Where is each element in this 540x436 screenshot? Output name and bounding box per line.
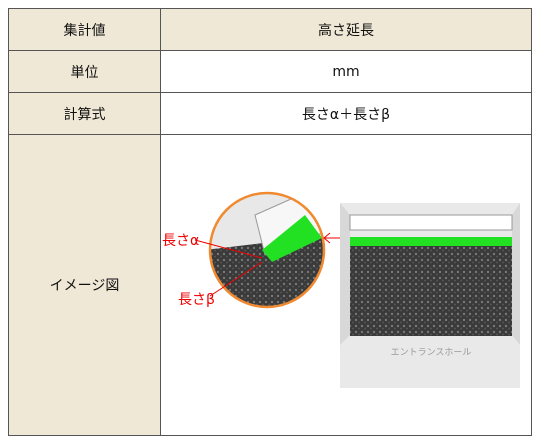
pointer <box>209 261 263 297</box>
illustration: 長さα 長さβ エントランスホール <box>162 191 520 388</box>
room: エントランスホール <box>340 203 520 388</box>
page: 集計値 高さ延長 単位 mm 計算式 長さα＋長さβ イメージ図 長さα 長さβ… <box>8 8 532 436</box>
zoom-view <box>211 194 323 306</box>
header-row: 集計値 高さ延長 <box>8 8 532 51</box>
pointer <box>194 239 263 259</box>
row: 計算式 長さα＋長さβ <box>8 92 532 135</box>
label: 長さβ <box>178 292 215 308</box>
sign: エントランスホール <box>391 347 472 358</box>
label: 長さα <box>162 233 199 249</box>
cell: 長さα＋長さβ <box>160 92 532 135</box>
row: 単位 mm <box>8 50 532 93</box>
zoom-border <box>208 191 326 309</box>
cell: 集計値 <box>8 8 161 51</box>
cell: イメージ図 <box>8 134 161 436</box>
cell: mm <box>160 50 532 93</box>
arrow-head <box>323 232 331 244</box>
cell: 計算式 <box>8 92 161 135</box>
cell: 高さ延長 <box>160 8 532 51</box>
